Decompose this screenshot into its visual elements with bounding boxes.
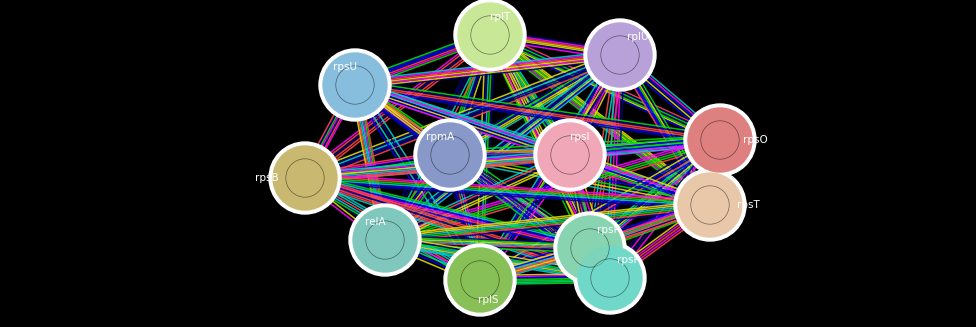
- Text: rpsP: rpsP: [617, 255, 639, 265]
- Circle shape: [588, 23, 652, 87]
- Circle shape: [349, 204, 421, 276]
- Text: rpsB: rpsB: [255, 173, 279, 183]
- Text: relA: relA: [365, 217, 386, 227]
- Text: rpmA: rpmA: [426, 132, 454, 142]
- Circle shape: [336, 66, 374, 104]
- Circle shape: [574, 242, 646, 314]
- Text: rpsI: rpsI: [570, 132, 590, 142]
- Text: rplT: rplT: [490, 12, 510, 22]
- Circle shape: [323, 53, 387, 117]
- Circle shape: [534, 119, 606, 191]
- Circle shape: [578, 246, 642, 310]
- Circle shape: [554, 212, 626, 284]
- Circle shape: [674, 169, 746, 241]
- Text: rplU: rplU: [628, 32, 649, 42]
- Circle shape: [353, 208, 417, 272]
- Text: rpsT: rpsT: [737, 200, 759, 210]
- Text: rplS: rplS: [477, 295, 499, 305]
- Circle shape: [678, 173, 742, 237]
- Text: rpsU: rpsU: [333, 62, 357, 72]
- Circle shape: [269, 142, 341, 214]
- Circle shape: [590, 259, 630, 297]
- Circle shape: [470, 16, 509, 54]
- Circle shape: [430, 136, 469, 174]
- Circle shape: [418, 123, 482, 187]
- Circle shape: [286, 159, 324, 197]
- Circle shape: [444, 244, 516, 316]
- Circle shape: [571, 229, 609, 267]
- Circle shape: [550, 136, 590, 174]
- Circle shape: [458, 3, 522, 67]
- Circle shape: [691, 186, 729, 224]
- Circle shape: [454, 0, 526, 71]
- Circle shape: [319, 49, 391, 121]
- Circle shape: [558, 216, 622, 280]
- Circle shape: [701, 121, 739, 159]
- Circle shape: [366, 221, 404, 259]
- Circle shape: [273, 146, 337, 210]
- Text: rpsO: rpsO: [743, 135, 767, 145]
- Circle shape: [584, 19, 656, 91]
- Circle shape: [461, 261, 499, 299]
- Circle shape: [414, 119, 486, 191]
- Circle shape: [684, 104, 756, 176]
- Text: rpsP: rpsP: [596, 225, 620, 235]
- Circle shape: [448, 248, 512, 312]
- Circle shape: [538, 123, 602, 187]
- Circle shape: [601, 36, 639, 74]
- Circle shape: [688, 108, 752, 172]
